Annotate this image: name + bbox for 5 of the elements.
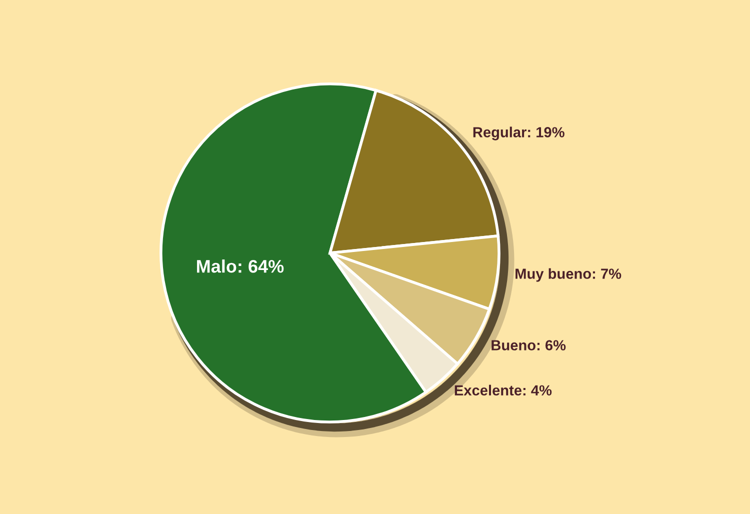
slice-label: Malo: 64% — [197, 259, 284, 273]
slice-label: Excelente: 4% — [454, 384, 552, 396]
slice-label: Muy bueno: 7% — [516, 268, 622, 282]
slice-label: Bueno: 6% — [492, 340, 566, 350]
slice-label: Regular: 19% — [473, 126, 564, 140]
